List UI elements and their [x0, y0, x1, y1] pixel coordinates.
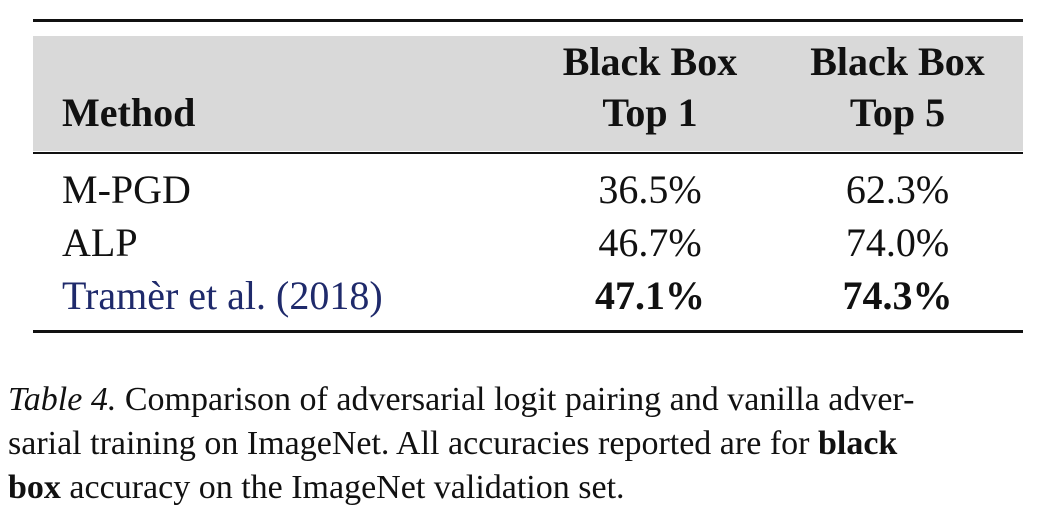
row-alp-top5: 74.0%	[845, 220, 950, 265]
caption-label: Table 4.	[8, 381, 117, 418]
row-tramer-top1: 47.1%	[595, 273, 705, 318]
row-method-tramer-citation[interactable]: Tramèr et al. (2018)	[62, 273, 383, 318]
row-method-alp: ALP	[62, 220, 138, 265]
row-tramer-top5: 74.3%	[842, 273, 953, 318]
table-caption: Table 4. Comparison of adversarial logit…	[8, 378, 1053, 510]
header-band	[33, 36, 1023, 151]
caption-line2: sarial training on ImageNet. All accurac…	[8, 425, 818, 462]
header-top1-line2: Top 1	[602, 90, 698, 135]
caption-bold-black: black	[817, 425, 898, 462]
row-m-pgd-top1: 36.5%	[598, 167, 702, 212]
bottom-rule	[33, 330, 1023, 333]
header-method: Method	[62, 90, 196, 135]
row-alp-top1: 46.7%	[598, 220, 702, 265]
caption-line3: accuracy on the ImageNet validation set.	[60, 469, 625, 506]
header-top5-line2: Top 5	[849, 90, 946, 135]
header-top5-line1: Black Box	[810, 39, 985, 84]
caption-bold-box: box	[8, 469, 61, 506]
top-rule	[33, 19, 1023, 22]
caption-line1: Comparison of adversarial logit pairing …	[116, 381, 915, 418]
header-rule	[33, 152, 1023, 154]
row-m-pgd-top5: 62.3%	[845, 167, 950, 212]
row-method-m-pgd: M-PGD	[62, 167, 191, 212]
header-top1-line1: Black Box	[562, 39, 738, 84]
